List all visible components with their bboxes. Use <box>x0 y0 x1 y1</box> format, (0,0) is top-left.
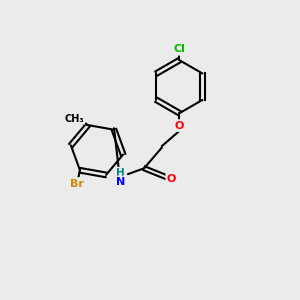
Text: Br: Br <box>70 178 84 189</box>
Text: H: H <box>116 168 125 178</box>
Text: O: O <box>167 174 176 184</box>
Text: O: O <box>175 121 184 130</box>
Text: N: N <box>116 176 125 187</box>
Text: CH₃: CH₃ <box>65 114 85 124</box>
Text: Cl: Cl <box>173 44 185 54</box>
